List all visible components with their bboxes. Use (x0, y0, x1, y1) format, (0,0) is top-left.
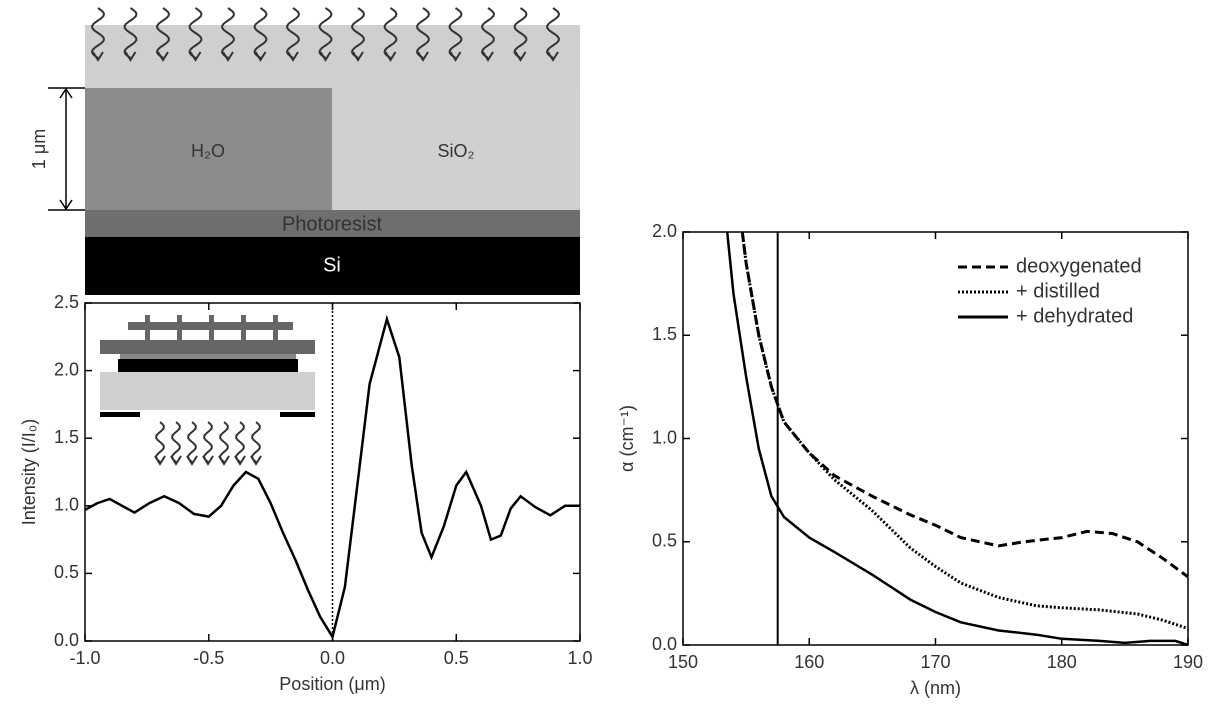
arrow-head (514, 51, 527, 62)
y-axis-label: Intensity (I/I₀) (19, 419, 39, 526)
x-tick-label: 180 (1047, 652, 1077, 672)
arrow-head (319, 51, 332, 62)
arrow-head (170, 455, 182, 466)
x-axis-label: λ (nm) (910, 678, 961, 698)
arrow-head (124, 51, 137, 62)
arrow-head (384, 51, 397, 62)
y-tick-label: 2.0 (54, 359, 79, 379)
y-tick-label: 0.5 (54, 562, 79, 582)
wave (155, 421, 165, 463)
wave (235, 421, 245, 463)
wave (513, 7, 528, 59)
data-line (740, 231, 1189, 630)
wave (545, 7, 561, 59)
inset (100, 315, 315, 466)
scale-label: 1 μm (29, 129, 49, 169)
wave (187, 421, 197, 463)
legend-label: deoxygenated (1016, 255, 1142, 277)
wave (220, 7, 236, 59)
data-line (740, 231, 1189, 579)
y-tick-label: 2.0 (652, 221, 677, 241)
arrow-head (189, 51, 202, 62)
diagram: H₂O SiO₂ Photoresist Si 1 μm (29, 7, 580, 295)
arrow-head (449, 51, 462, 62)
resist-layer (85, 210, 580, 237)
light-waves (90, 7, 561, 62)
wave (251, 421, 261, 463)
water-label: H₂O (191, 141, 225, 161)
wave (188, 7, 203, 59)
substrate-label: Si (323, 254, 341, 276)
wave (90, 7, 106, 59)
wave (415, 7, 431, 59)
arrow-head (417, 51, 429, 62)
wave (480, 7, 496, 59)
wave (350, 7, 366, 59)
x-tick-label: 170 (920, 652, 950, 672)
arrow-head (157, 51, 169, 62)
arrow-head (222, 51, 234, 62)
wave (171, 421, 181, 463)
y-tick-label: 1.5 (652, 324, 677, 344)
x-tick-label: -1.0 (69, 648, 100, 668)
x-tick-label: 150 (668, 652, 698, 672)
arrow-head (482, 51, 494, 62)
arrow-head (186, 455, 198, 466)
x-axis-label: Position (μm) (279, 674, 385, 694)
legend-label: + distilled (1016, 280, 1100, 302)
y-tick-label: 0.0 (652, 634, 677, 654)
data-line (84, 314, 580, 641)
oxide-layer (332, 88, 580, 210)
plot-frame (84, 302, 581, 642)
wave (318, 7, 333, 59)
wave (123, 7, 138, 59)
y-tick-label: 0.5 (652, 531, 677, 551)
arrow-head (352, 51, 364, 62)
y-tick-label: 1.5 (54, 427, 79, 447)
arrow-head (287, 51, 299, 62)
arrow-head (154, 455, 166, 466)
resist-label: Photoresist (282, 213, 382, 235)
x-tick-label: -0.5 (193, 648, 224, 668)
x-tick-label: 160 (794, 652, 824, 672)
wave (203, 421, 213, 463)
arrow-head (202, 455, 214, 466)
wave (253, 7, 268, 59)
arrow-head (547, 51, 559, 62)
wave (155, 7, 171, 59)
pin (241, 315, 246, 340)
water-layer (85, 88, 332, 210)
y-tick-label: 1.0 (54, 495, 79, 515)
pin (145, 315, 150, 340)
arrow-head (218, 455, 230, 466)
wave (448, 7, 463, 59)
data-line (725, 231, 1189, 647)
wave (383, 7, 398, 59)
x-tick-label: 0.0 (320, 648, 345, 668)
arrow-head (92, 51, 104, 62)
y-tick-label: 0.0 (54, 630, 79, 650)
y-tick-label: 2.5 (54, 292, 79, 312)
y-tick-label: 1.0 (652, 427, 677, 447)
x-tick-label: 190 (1173, 652, 1203, 672)
x-tick-label: 0.5 (444, 648, 469, 668)
pin (273, 315, 278, 340)
wave (285, 7, 301, 59)
x-tick-label: 1.0 (567, 648, 592, 668)
scale-bar (48, 87, 85, 211)
plot-frame (682, 231, 1189, 646)
legend-label: + dehydrated (1016, 305, 1133, 327)
arrow-head (250, 455, 262, 466)
pin (177, 315, 182, 340)
substrate-layer (85, 237, 580, 295)
arrow-head (254, 51, 267, 62)
wave (219, 421, 229, 463)
oxide-label: SiO₂ (438, 141, 475, 161)
arrow-head (234, 455, 246, 466)
y-axis-label: α (cm⁻¹) (617, 405, 637, 472)
pin (209, 315, 214, 340)
